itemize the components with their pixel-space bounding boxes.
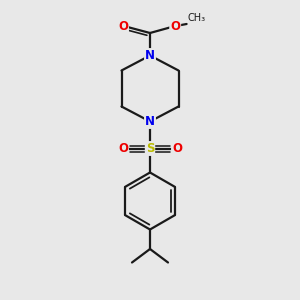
Text: O: O xyxy=(170,20,180,33)
Text: O: O xyxy=(118,142,128,155)
Text: O: O xyxy=(118,20,128,33)
Text: O: O xyxy=(172,142,182,155)
Text: S: S xyxy=(146,142,154,155)
Text: CH₃: CH₃ xyxy=(187,14,205,23)
Text: N: N xyxy=(145,49,155,62)
Text: N: N xyxy=(145,115,155,128)
